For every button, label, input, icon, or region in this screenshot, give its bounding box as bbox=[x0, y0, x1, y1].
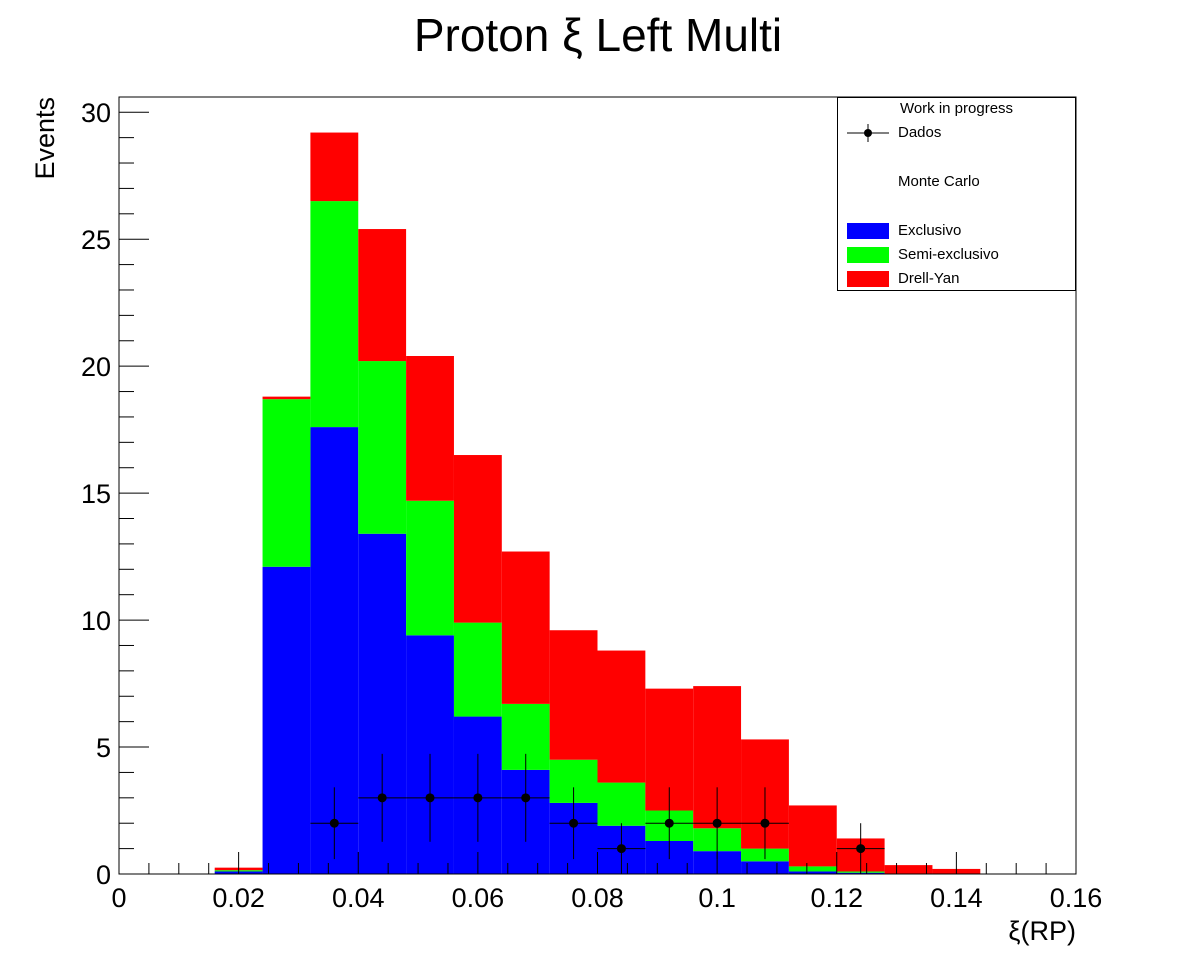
data-point bbox=[521, 793, 531, 803]
data-point bbox=[616, 844, 626, 854]
data-marker-icon bbox=[847, 124, 889, 142]
x-tick-label: 0.1 bbox=[698, 883, 736, 913]
legend-entry-dados: Dados bbox=[838, 122, 1075, 144]
legend: Work in progress Dados Monte Carlo Exclu… bbox=[837, 97, 1076, 291]
bar-semi-exclusivo bbox=[788, 866, 837, 872]
legend-header: Work in progress bbox=[899, 100, 1014, 117]
data-point bbox=[473, 793, 483, 803]
bar-semi-exclusivo bbox=[262, 399, 311, 567]
y-axis-label: Events bbox=[30, 97, 60, 180]
y-tick-label: 15 bbox=[81, 479, 111, 509]
bar-drell-yan bbox=[358, 229, 407, 362]
data-point bbox=[856, 844, 866, 854]
y-tick-label: 30 bbox=[81, 98, 111, 128]
x-tick-label: 0.02 bbox=[212, 883, 265, 913]
legend-label-monte-carlo: Monte Carlo bbox=[898, 173, 980, 190]
data-point bbox=[712, 818, 722, 828]
x-axis-label: ξ(RP) bbox=[1008, 916, 1076, 946]
bar-semi-exclusivo bbox=[597, 782, 646, 826]
bar-semi-exclusivo bbox=[310, 201, 359, 428]
x-tick-label: 0.14 bbox=[930, 883, 983, 913]
legend-label-exclusivo: Exclusivo bbox=[898, 222, 962, 239]
bar-semi-exclusivo bbox=[406, 500, 454, 636]
bar-drell-yan bbox=[597, 650, 646, 783]
legend-swatch-exclusivo bbox=[847, 223, 889, 239]
bar-semi-exclusivo bbox=[358, 361, 407, 534]
legend-label-drell-yan: Drell-Yan bbox=[898, 270, 960, 287]
data-point bbox=[569, 818, 579, 828]
legend-entry-monte-carlo: Monte Carlo bbox=[838, 171, 1075, 193]
bar-drell-yan bbox=[501, 551, 550, 704]
bar-exclusivo bbox=[741, 861, 789, 874]
legend-label-semi-exclusivo: Semi-exclusivo bbox=[898, 246, 999, 263]
bar-drell-yan bbox=[884, 865, 933, 874]
legend-swatch-drell-yan bbox=[847, 271, 889, 287]
data-point bbox=[425, 793, 435, 803]
data-point bbox=[329, 818, 339, 828]
bar-drell-yan bbox=[549, 630, 598, 760]
y-tick-label: 0 bbox=[96, 860, 111, 890]
bar-drell-yan bbox=[406, 356, 454, 501]
x-tick-label: 0.04 bbox=[332, 883, 385, 913]
data-point bbox=[377, 793, 387, 803]
bar-exclusivo bbox=[262, 566, 311, 874]
bar-drell-yan bbox=[453, 455, 502, 623]
legend-entry-semi-exclusivo: Semi-exclusivo bbox=[838, 244, 1075, 266]
y-tick-label: 25 bbox=[81, 225, 111, 255]
data-point bbox=[760, 818, 770, 828]
legend-swatch-semi-exclusivo bbox=[847, 247, 889, 263]
x-tick-label: 0.06 bbox=[452, 883, 505, 913]
x-tick-label: 0 bbox=[111, 883, 126, 913]
bar-semi-exclusivo bbox=[453, 622, 502, 717]
legend-label-dados: Dados bbox=[898, 124, 942, 141]
legend-entry-drell-yan: Drell-Yan bbox=[838, 268, 1075, 290]
bar-drell-yan bbox=[310, 132, 359, 202]
y-tick-label: 10 bbox=[81, 606, 111, 636]
x-tick-label: 0.08 bbox=[571, 883, 624, 913]
y-tick-label: 20 bbox=[81, 352, 111, 382]
x-tick-label: 0.16 bbox=[1050, 883, 1103, 913]
legend-entry-exclusivo: Exclusivo bbox=[838, 220, 1075, 242]
x-tick-label: 0.12 bbox=[810, 883, 863, 913]
data-point bbox=[664, 818, 674, 828]
chart-title: Proton ξ Left Multi bbox=[413, 9, 783, 61]
bar-drell-yan bbox=[788, 805, 837, 867]
bar-drell-yan bbox=[262, 396, 311, 400]
bar-exclusivo bbox=[788, 871, 837, 874]
y-tick-label: 5 bbox=[96, 733, 111, 763]
